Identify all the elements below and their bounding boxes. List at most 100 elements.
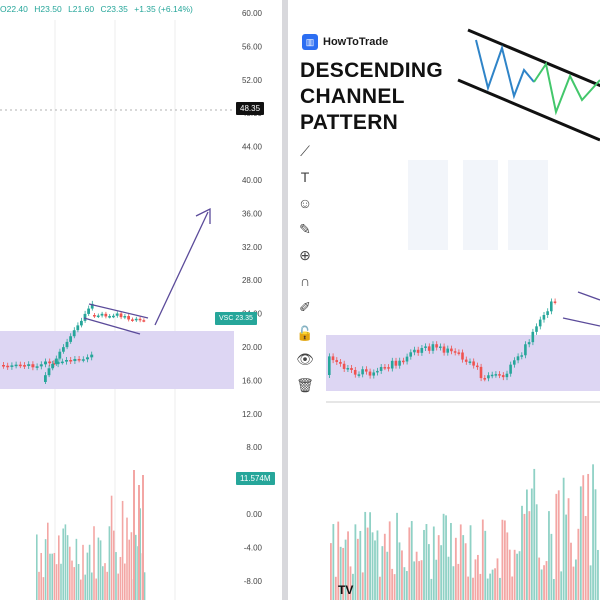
volume-bar bbox=[376, 530, 379, 600]
volume-bar bbox=[80, 579, 82, 600]
volume-bar bbox=[415, 551, 418, 600]
candle-body bbox=[553, 301, 557, 303]
price-axis-tick: 16.00 bbox=[242, 376, 263, 385]
lock-drawings-icon[interactable]: ✐ bbox=[299, 298, 311, 315]
ruler-icon[interactable]: ✎ bbox=[299, 220, 311, 237]
panel-divider bbox=[282, 0, 288, 600]
candle-body bbox=[39, 364, 43, 367]
candle-body bbox=[457, 352, 461, 354]
left-price-chart[interactable]: 60.0056.0052.0048.0044.0040.0036.0032.00… bbox=[0, 0, 282, 600]
volume-bar bbox=[528, 511, 531, 600]
magnet-icon[interactable]: ∩ bbox=[299, 273, 311, 289]
volume-bar bbox=[95, 578, 97, 600]
candle-body bbox=[524, 344, 527, 356]
volume-bar bbox=[124, 563, 126, 600]
volume-bar bbox=[486, 578, 489, 600]
symbol-label: VSC bbox=[219, 315, 234, 322]
volume-bar bbox=[143, 572, 146, 600]
volume-bar bbox=[344, 539, 347, 600]
volume-bar bbox=[354, 524, 357, 600]
volume-bar bbox=[530, 488, 533, 600]
eye-icon[interactable]: 👁 bbox=[296, 350, 314, 367]
zoom-in-icon[interactable]: ⊕ bbox=[299, 246, 311, 263]
candle-body bbox=[476, 365, 479, 368]
candle-body bbox=[6, 365, 10, 368]
volume-bar bbox=[347, 531, 349, 600]
candle-body bbox=[527, 342, 531, 345]
price-axis-tick: 28.00 bbox=[242, 276, 263, 285]
candle-body bbox=[2, 365, 5, 367]
candle-body bbox=[44, 361, 47, 365]
candle-body bbox=[368, 371, 372, 376]
support-zone bbox=[0, 331, 234, 389]
right-price-chart[interactable] bbox=[288, 0, 600, 600]
candle-body bbox=[18, 364, 22, 367]
breakout-arrowhead bbox=[195, 207, 211, 224]
title-line-3: PATTERN bbox=[300, 111, 399, 134]
candle-body bbox=[483, 378, 486, 380]
candle-body bbox=[80, 320, 83, 326]
volume-bar bbox=[374, 540, 376, 600]
volume-bar bbox=[128, 539, 130, 600]
volume-bar bbox=[49, 553, 51, 600]
volume-bar bbox=[44, 539, 47, 600]
price-axis-tick: 8.00 bbox=[246, 443, 262, 452]
volume-bar bbox=[51, 553, 53, 600]
trend-line-icon[interactable]: ⟋ bbox=[300, 142, 310, 159]
candle-body bbox=[520, 355, 523, 357]
volume-bar bbox=[533, 468, 536, 600]
volume-bar bbox=[359, 530, 362, 600]
candle-body bbox=[142, 320, 146, 322]
candle-body bbox=[531, 331, 535, 343]
volume-bar bbox=[469, 525, 472, 600]
price-axis-tick: 44.00 bbox=[242, 143, 263, 152]
volume-bar bbox=[440, 545, 443, 600]
candle-body bbox=[65, 360, 68, 362]
volume-bar bbox=[538, 557, 541, 600]
volume-bar bbox=[342, 547, 345, 600]
volume-bar bbox=[138, 485, 140, 600]
trash-icon[interactable]: 🗑 bbox=[296, 376, 314, 393]
price-axis-tick: 0.00 bbox=[246, 510, 262, 519]
volume-bar bbox=[126, 517, 128, 600]
volume-bar bbox=[575, 559, 577, 600]
candle-body bbox=[464, 359, 468, 362]
volume-bar bbox=[58, 535, 60, 600]
right-chart-panel[interactable]: ▥ HowToTrade DESCENDING CHANNEL PATTERN … bbox=[288, 0, 600, 600]
candle-body bbox=[112, 315, 115, 318]
volume-bar bbox=[430, 578, 433, 600]
watermark-shape bbox=[508, 160, 548, 250]
volume-bar bbox=[464, 543, 467, 600]
volume-bar bbox=[543, 565, 545, 600]
candle-body bbox=[390, 360, 394, 369]
channel-upper-line-right bbox=[577, 291, 600, 301]
volume-bar bbox=[457, 563, 460, 600]
volume-bar bbox=[86, 552, 89, 600]
candle-body bbox=[54, 358, 58, 364]
watermark-shape bbox=[463, 160, 498, 250]
candle-body bbox=[405, 356, 409, 362]
text-tool-icon[interactable]: T bbox=[300, 169, 310, 185]
volume-bar bbox=[489, 573, 492, 600]
volume-bar bbox=[501, 519, 504, 600]
candle-body bbox=[439, 346, 442, 349]
candle-body bbox=[108, 316, 111, 318]
volume-bar bbox=[356, 538, 359, 600]
left-chart-panel[interactable]: O22.40 H23.50 L21.60 C23.35 +1.35 (+6.14… bbox=[0, 0, 282, 600]
volume-bar bbox=[535, 504, 538, 600]
volume-bar bbox=[454, 537, 457, 600]
volume-bar bbox=[459, 524, 462, 600]
volume-bar bbox=[410, 521, 413, 600]
volume-bar bbox=[369, 512, 371, 600]
volume-bar bbox=[491, 569, 494, 600]
candle-body bbox=[535, 326, 538, 332]
lock-icon[interactable]: 🔓 bbox=[296, 324, 314, 341]
volume-bar bbox=[589, 565, 592, 600]
candle-body bbox=[372, 372, 375, 376]
emoji-icon[interactable]: ☺ bbox=[297, 195, 313, 211]
candle-body bbox=[72, 330, 76, 337]
volume-bar bbox=[55, 564, 58, 600]
volume-bar bbox=[513, 549, 516, 600]
volume-bar bbox=[47, 522, 49, 600]
volume-bar bbox=[110, 495, 113, 600]
